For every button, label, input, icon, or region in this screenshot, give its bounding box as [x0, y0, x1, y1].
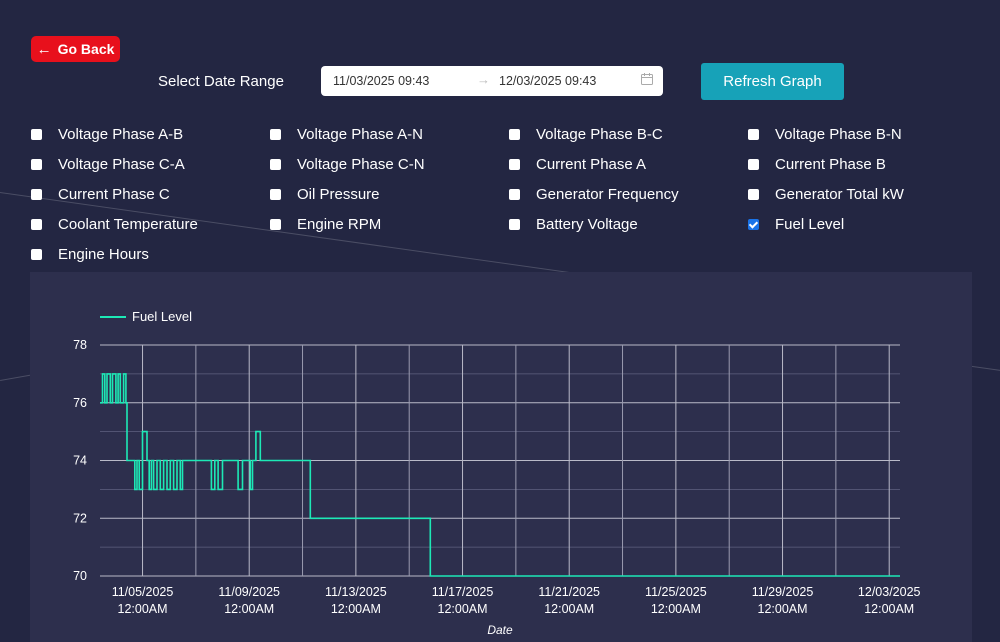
parameter-label: Voltage Phase B-C: [536, 126, 663, 143]
parameter-checkbox[interactable]: [509, 219, 520, 230]
parameter-label: Voltage Phase C-A: [58, 156, 185, 173]
y-tick-label: 72: [73, 511, 87, 525]
x-tick-time-label: 12:00AM: [118, 602, 168, 616]
x-tick-date-label: 11/21/2025: [538, 585, 600, 599]
parameter-coolant-temperature[interactable]: Coolant Temperature: [31, 216, 198, 233]
end-date-input[interactable]: 12/03/2025 09:43: [499, 74, 597, 88]
parameter-label: Voltage Phase C-N: [297, 156, 425, 173]
parameter-label: Coolant Temperature: [58, 216, 198, 233]
y-tick-label: 76: [73, 396, 87, 410]
x-tick-date-label: 12/03/2025: [858, 585, 921, 599]
parameter-checkbox[interactable]: [748, 159, 759, 170]
parameter-battery-voltage[interactable]: Battery Voltage: [509, 216, 638, 233]
parameter-label: Current Phase B: [775, 156, 886, 173]
parameter-current-phase-b[interactable]: Current Phase B: [748, 156, 886, 173]
parameter-checkbox[interactable]: [31, 129, 42, 140]
chart-panel: [30, 272, 972, 642]
parameter-current-phase-a[interactable]: Current Phase A: [509, 156, 646, 173]
parameter-checkbox[interactable]: [270, 219, 281, 230]
y-tick-label: 70: [73, 569, 87, 583]
arrow-right-icon: →: [477, 72, 490, 87]
x-tick-time-label: 12:00AM: [864, 602, 914, 616]
parameter-voltage-phase-c-n[interactable]: Voltage Phase C-N: [270, 156, 425, 173]
parameter-voltage-phase-c-a[interactable]: Voltage Phase C-A: [31, 156, 185, 173]
x-tick-date-label: 11/25/2025: [645, 585, 707, 599]
x-tick-time-label: 12:00AM: [651, 602, 701, 616]
parameter-checkbox[interactable]: [509, 159, 520, 170]
date-range-picker[interactable]: 11/03/2025 09:43 → 12/03/2025 09:43: [321, 66, 663, 96]
parameter-engine-rpm[interactable]: Engine RPM: [270, 216, 381, 233]
parameter-label: Engine Hours: [58, 246, 149, 263]
parameter-label: Voltage Phase B-N: [775, 126, 902, 143]
parameter-voltage-phase-a-n[interactable]: Voltage Phase A-N: [270, 126, 423, 143]
parameter-voltage-phase-b-c[interactable]: Voltage Phase B-C: [509, 126, 663, 143]
parameter-checkbox[interactable]: [31, 159, 42, 170]
chart-legend[interactable]: Fuel Level: [100, 309, 192, 324]
parameter-label: Current Phase C: [58, 186, 170, 203]
x-tick-date-label: 11/17/2025: [432, 585, 494, 599]
x-tick-time-label: 12:00AM: [438, 602, 488, 616]
parameter-label: Generator Total kW: [775, 186, 904, 203]
parameter-generator-total-kw[interactable]: Generator Total kW: [748, 186, 904, 203]
parameter-label: Generator Frequency: [536, 186, 679, 203]
start-date-input[interactable]: 11/03/2025 09:43: [333, 74, 430, 88]
parameter-checkbox[interactable]: [270, 189, 281, 200]
y-tick-label: 78: [73, 338, 87, 352]
x-tick-time-label: 12:00AM: [544, 602, 594, 616]
refresh-graph-button[interactable]: Refresh Graph: [701, 63, 844, 100]
date-range-label: Select Date Range: [158, 73, 284, 90]
parameter-label: Engine RPM: [297, 216, 382, 233]
parameter-checkbox[interactable]: [748, 219, 759, 230]
parameter-checkbox[interactable]: [270, 129, 281, 140]
x-axis-label: Date: [487, 623, 513, 636]
parameter-checkbox[interactable]: [748, 129, 759, 140]
legend-swatch: [100, 315, 126, 318]
y-tick-label: 74: [73, 454, 87, 468]
x-tick-date-label: 11/29/2025: [752, 585, 814, 599]
parameter-engine-hours[interactable]: Engine Hours: [31, 246, 149, 263]
parameter-current-phase-c[interactable]: Current Phase C: [31, 186, 170, 203]
legend-label: Fuel Level: [132, 309, 192, 324]
fuel-level-series-line: [100, 373, 900, 577]
parameter-oil-pressure[interactable]: Oil Pressure: [270, 186, 380, 203]
calendar-icon[interactable]: [641, 73, 653, 85]
x-tick-time-label: 12:00AM: [758, 602, 808, 616]
x-tick-time-label: 12:00AM: [331, 602, 381, 616]
parameter-checkbox[interactable]: [31, 219, 42, 230]
x-tick-time-label: 12:00AM: [224, 602, 274, 616]
parameter-label: Voltage Phase A-N: [297, 126, 423, 143]
go-back-button[interactable]: ← Go Back: [31, 36, 120, 62]
parameter-checkbox[interactable]: [31, 189, 42, 200]
parameter-fuel-level[interactable]: Fuel Level: [748, 216, 844, 233]
parameter-generator-frequency[interactable]: Generator Frequency: [509, 186, 679, 203]
parameter-checkbox[interactable]: [509, 129, 520, 140]
go-back-label: Go Back: [57, 41, 115, 57]
parameter-label: Oil Pressure: [297, 186, 380, 203]
parameter-checkbox[interactable]: [509, 189, 520, 200]
parameter-label: Fuel Level: [775, 216, 845, 233]
parameter-label: Voltage Phase A-B: [58, 126, 184, 143]
parameter-voltage-phase-a-b[interactable]: Voltage Phase A-B: [31, 126, 183, 143]
parameter-checkbox[interactable]: [270, 159, 281, 170]
parameter-checkbox[interactable]: [31, 249, 42, 260]
x-tick-date-label: 11/09/2025: [218, 585, 280, 599]
parameter-voltage-phase-b-n[interactable]: Voltage Phase B-N: [748, 126, 902, 143]
arrow-left-icon: ←: [36, 40, 52, 58]
parameter-checkbox[interactable]: [748, 189, 759, 200]
x-tick-date-label: 11/05/2025: [112, 585, 174, 599]
parameter-label: Battery Voltage: [536, 216, 638, 233]
parameter-label: Current Phase A: [536, 156, 647, 173]
x-tick-date-label: 11/13/2025: [325, 585, 387, 599]
